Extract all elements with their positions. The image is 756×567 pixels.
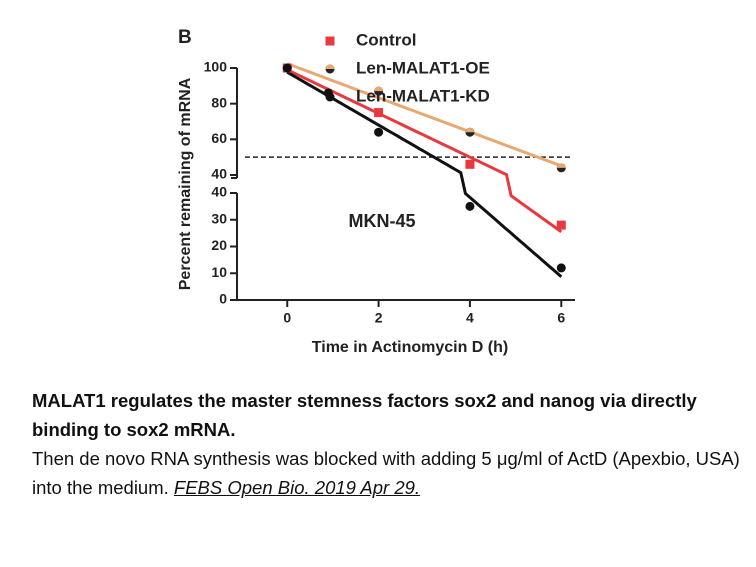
marker-top	[325, 64, 335, 69]
caption: MALAT1 regulates the master stemness fac…	[32, 386, 752, 502]
y-tick-label: 40	[211, 184, 227, 200]
legend-marker	[325, 36, 335, 46]
legend-marker	[325, 64, 335, 74]
marker	[282, 63, 292, 73]
panel-label: B	[178, 27, 192, 48]
marker-top	[556, 163, 566, 168]
marker	[556, 263, 566, 273]
y-tick-label: 30	[211, 210, 227, 226]
citation-link[interactable]: FEBS Open Bio. 2019 Apr 29.	[173, 477, 421, 498]
x-tick-label: 2	[375, 310, 383, 326]
marker	[374, 127, 384, 137]
marker-top	[374, 86, 384, 92]
y-tick-label: 0	[219, 291, 227, 307]
y-tick-label: 40	[211, 166, 227, 182]
y-axis-label: Percent remaining of mRNA	[177, 77, 194, 290]
marker	[556, 220, 566, 230]
y-tick-label: 100	[204, 59, 228, 75]
legend-label: Len-MALAT1-KD	[356, 86, 490, 105]
legend-label: Control	[356, 30, 416, 49]
trend-line	[286, 62, 562, 168]
marker	[374, 108, 384, 118]
legend-label: Len-MALAT1-OE	[356, 58, 490, 77]
x-tick-label: 0	[283, 310, 291, 326]
marker	[465, 127, 475, 137]
trend-line	[286, 68, 563, 234]
y-tick-label: 60	[211, 130, 227, 146]
caption-body: Then de novo RNA synthesis was blocked w…	[32, 444, 752, 502]
y-tick-label: 80	[211, 94, 227, 110]
legend-marker	[325, 92, 335, 102]
annotation: MKN-45	[348, 211, 415, 231]
chart: B Percent remaining of mRNA Time in Acti…	[177, 27, 575, 356]
marker	[465, 201, 475, 211]
marker	[465, 159, 475, 169]
x-axis-label: Time in Actinomycin D (h)	[312, 339, 508, 356]
x-tick-label: 6	[557, 310, 565, 326]
x-tick-label: 4	[466, 310, 474, 326]
y-tick-label: 10	[211, 264, 227, 280]
y-tick-label: 20	[211, 237, 227, 253]
caption-text: Then de novo RNA synthesis was blocked w…	[32, 448, 740, 498]
caption-title: MALAT1 regulates the master stemness fac…	[32, 390, 697, 440]
marker-top	[465, 127, 475, 133]
marker	[556, 163, 566, 173]
marker	[374, 86, 384, 96]
